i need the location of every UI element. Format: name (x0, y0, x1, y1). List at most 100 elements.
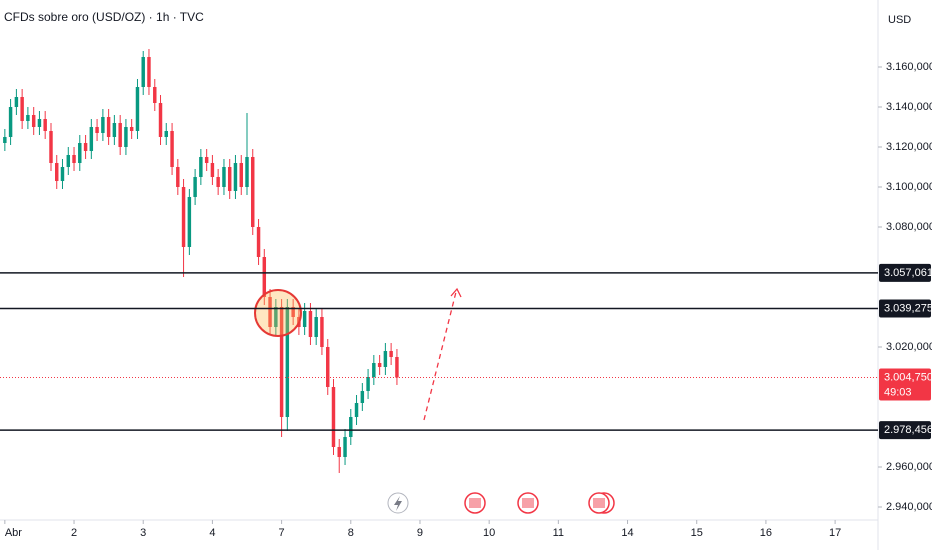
level-label-box (879, 299, 931, 318)
candle-body (141, 57, 145, 87)
candle-body (60, 167, 65, 181)
candle-body (20, 97, 24, 121)
candle-body (331, 387, 336, 447)
candle-body (112, 123, 117, 137)
y-tick-label: 3.160,000 (886, 61, 932, 73)
candle-body (204, 157, 209, 163)
candle-body (135, 87, 140, 131)
candle-body (354, 403, 359, 417)
x-tick-label: 8 (348, 527, 354, 539)
candle-body (170, 131, 174, 167)
last-price-label: 3.004,750 (884, 371, 932, 383)
candle-body (95, 127, 99, 133)
candle-body (256, 227, 261, 257)
candle-body (37, 119, 42, 127)
x-tick-label: 2 (71, 527, 77, 539)
y-tick-label: 3.100,000 (886, 181, 932, 193)
candle-body (210, 163, 215, 177)
flag (593, 498, 605, 508)
candle-body (124, 127, 128, 147)
candle-body (372, 363, 376, 377)
flag (522, 498, 534, 508)
candle-body (291, 307, 295, 317)
highlight-circle (254, 289, 302, 337)
y-tick-label: 3.120,000 (886, 141, 932, 153)
candle-body (227, 167, 232, 191)
candle-body (395, 357, 399, 378)
candle-body (222, 167, 226, 187)
flag (469, 498, 481, 508)
x-tick-label: 14 (621, 527, 633, 539)
currency-box[interactable] (879, 4, 929, 36)
x-tick-label: Abr (5, 527, 22, 539)
x-tick-label: 17 (829, 527, 841, 539)
candle-body (245, 157, 249, 187)
candle-body (302, 311, 307, 327)
y-tick-label: 3.020,000 (886, 341, 932, 353)
candle-body (279, 307, 284, 417)
candle-body (216, 177, 220, 187)
candle-body (308, 311, 313, 337)
forecast-arrow (423, 287, 462, 421)
candle-body (285, 307, 290, 417)
candle-body (153, 87, 157, 103)
candle-body (89, 127, 94, 151)
candle-body (262, 257, 267, 297)
candle-body (193, 177, 197, 197)
candle-body (147, 57, 151, 87)
level-label: 3.057,061 (884, 267, 932, 279)
candle-body (49, 131, 53, 163)
candle-body (43, 119, 47, 131)
x-tick-label: 9 (417, 527, 423, 539)
candle-body (389, 351, 393, 357)
candle-body (383, 351, 388, 367)
candle-body (199, 157, 203, 177)
candle-body (349, 417, 353, 437)
y-tick-label: 2.960,000 (886, 461, 932, 473)
countdown: 49:03 (884, 386, 912, 398)
candle-body (118, 123, 122, 147)
candle-body (233, 163, 238, 191)
event-icons (387, 492, 615, 514)
level-label-box (879, 421, 931, 440)
candle-body (274, 307, 278, 327)
candle-body (66, 155, 71, 167)
candle-body (176, 167, 180, 187)
arrow-head (450, 287, 462, 298)
candle-body (26, 115, 30, 121)
candle-body (14, 97, 19, 107)
y-tick-label: 3.140,000 (886, 101, 932, 113)
candle-body (83, 143, 88, 151)
lightning (394, 496, 402, 511)
candle-body (3, 137, 7, 143)
candle-body (78, 143, 82, 163)
level-label: 2.978,456 (884, 424, 932, 436)
candle-body (320, 317, 324, 347)
candle-body (8, 107, 13, 137)
candle-body (31, 115, 36, 127)
x-tick-label: 10 (483, 527, 495, 539)
candle-body (314, 317, 318, 337)
candle-body (360, 391, 365, 403)
plot-area (3, 49, 399, 473)
level-label-box (879, 263, 931, 282)
candle-body (239, 163, 243, 187)
candle-body (377, 363, 382, 367)
x-tick-label: 4 (209, 527, 215, 539)
y-tick-label: 2.940,000 (886, 501, 932, 513)
x-tick-label: 16 (760, 527, 772, 539)
candle-body (164, 131, 168, 137)
currency: USD (888, 14, 911, 26)
candle-body (343, 437, 347, 457)
chart-title: CFDs sobre oro (USD/OZ) · 1h · TVC (4, 10, 204, 24)
last-price-box (879, 368, 931, 401)
candle-body (326, 347, 330, 387)
candle-body (366, 377, 370, 391)
candle-body (72, 155, 76, 163)
candle-body (101, 117, 105, 133)
level-label: 3.039,275 (884, 302, 932, 314)
x-tick-label: 11 (553, 527, 564, 539)
candle-body (251, 157, 255, 227)
